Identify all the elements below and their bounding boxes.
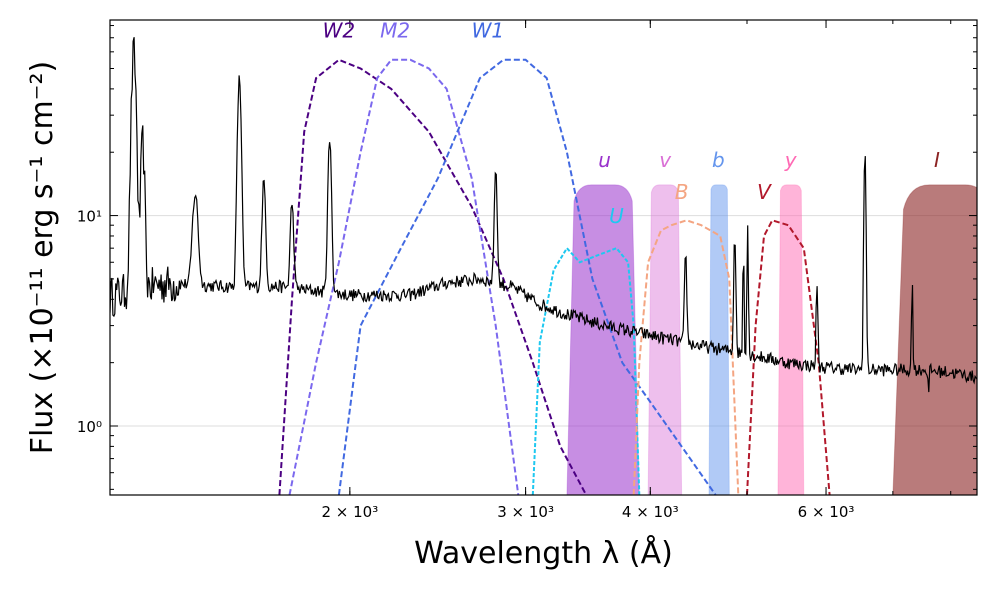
label-B: B: [675, 180, 689, 204]
label-u: u: [598, 148, 611, 172]
filter-curve-U: [531, 246, 641, 495]
label-M2: M2: [380, 19, 410, 43]
x-axis-label: Wavelength λ (Å): [414, 535, 673, 571]
grid-lines: [110, 215, 977, 427]
y-axis-label: Flux (×10⁻¹¹ erg s⁻¹ cm⁻²): [25, 61, 60, 455]
filter-band-I: [892, 184, 977, 495]
filter-curve-W2: [278, 58, 588, 495]
label-V: V: [757, 180, 772, 204]
filter-bands: [566, 184, 977, 495]
y-tick-label: 10¹: [77, 208, 102, 226]
label-b: b: [712, 148, 725, 172]
x-tick-label: 3 × 10³: [497, 503, 554, 521]
label-I: I: [934, 148, 940, 172]
x-tick-label: 6 × 10³: [798, 503, 855, 521]
filter-curve-B: [632, 219, 740, 495]
axis-ticks: 2 × 10³ 3 × 10³ 4 × 10³ 6 × 10³ 10⁰ 10¹: [77, 20, 977, 521]
y-tick-label: 10⁰: [77, 418, 102, 436]
filter-curves: [278, 58, 831, 495]
filter-band-v: [647, 184, 683, 495]
filter-curve-M2: [288, 58, 520, 495]
x-tick-label: 2 × 10³: [321, 503, 378, 521]
spectrum: [110, 37, 977, 393]
filter-band-b: [708, 184, 730, 495]
label-y: y: [784, 148, 798, 172]
filter-curve-V: [746, 219, 831, 495]
filter-band-y: [777, 184, 805, 495]
label-W2: W2: [323, 19, 356, 43]
plot-frame: [109, 19, 978, 496]
label-W1: W1: [472, 19, 505, 43]
label-U: U: [609, 204, 624, 228]
filter-band-u: [566, 184, 640, 495]
label-v: v: [659, 148, 672, 172]
filter-curve-W1: [337, 58, 717, 495]
x-tick-label: 4 × 10³: [622, 503, 679, 521]
filter-labels: W2 M2 W1 u v b y I B U V: [323, 19, 940, 228]
spectrum-line: [110, 37, 977, 393]
